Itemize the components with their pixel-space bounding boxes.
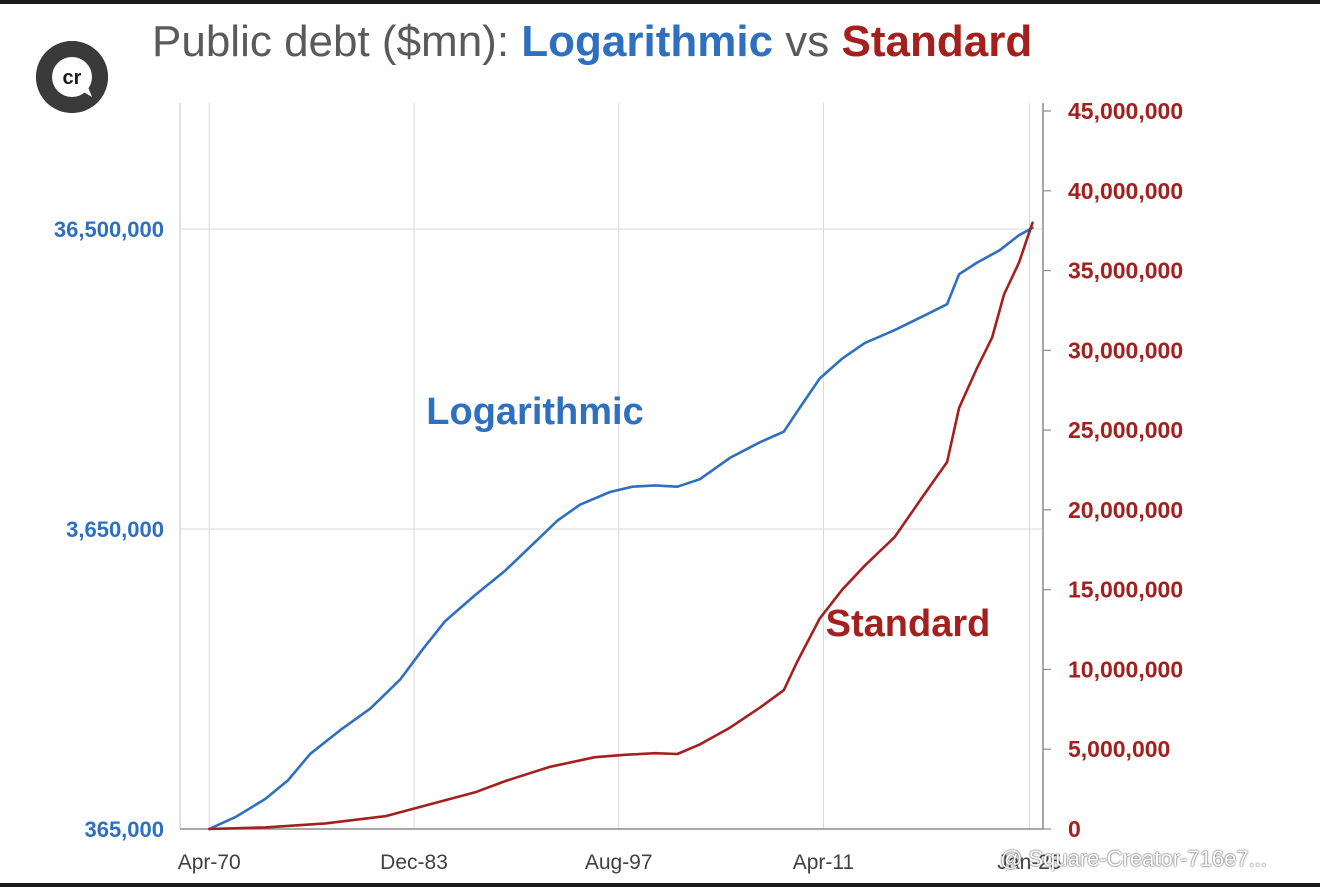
right-axis-tick-label: 10,000,000 <box>1068 656 1183 682</box>
chart-title: Public debt ($mn): Logarithmic vs Standa… <box>152 14 1032 70</box>
series-line-std <box>207 221 1034 831</box>
left-axis-tick-label: 365,000 <box>84 817 164 842</box>
x-axis-tick-label: Apr-70 <box>178 851 241 874</box>
logo-text: cr <box>63 67 82 89</box>
left-axis-tick-label: 36,500,000 <box>54 217 164 242</box>
right-axis-tick-label: 25,000,000 <box>1068 417 1183 443</box>
right-axis-tick-label: 20,000,000 <box>1068 497 1183 523</box>
right-axis-tick-label: 45,000,000 <box>1068 98 1183 124</box>
bottom-border <box>0 883 1320 887</box>
right-axis-tick-label: 35,000,000 <box>1068 258 1183 284</box>
x-axis-tick-label: Dec-83 <box>380 851 448 874</box>
right-axis-tick-label: 5,000,000 <box>1068 736 1170 762</box>
x-axis-tick-label: Jan-25 <box>997 851 1061 874</box>
x-axis-tick-label: Apr-11 <box>793 851 854 874</box>
annotation-log: Logarithmic <box>426 391 643 433</box>
left-axis-tick-label: 3,650,000 <box>66 517 164 542</box>
watermark-text: @ Square-Creator-716e7... <box>1000 846 1267 871</box>
right-axis-tick-label: 40,000,000 <box>1068 178 1183 204</box>
title-prefix: Public debt ($mn): <box>152 17 522 66</box>
title-mid: vs <box>773 17 842 66</box>
cr-logo-icon: cr <box>36 41 108 113</box>
title-std-word: Standard <box>841 17 1033 66</box>
series-line-log <box>207 226 1034 831</box>
x-axis-tick-label: Aug-97 <box>585 851 653 874</box>
right-axis-tick-label: 15,000,000 <box>1068 577 1183 603</box>
right-axis-tick-label: 30,000,000 <box>1068 337 1183 363</box>
right-axis-tick-label: 0 <box>1068 816 1081 842</box>
top-border <box>0 0 1320 4</box>
annotation-std: Standard <box>826 603 991 645</box>
title-log-word: Logarithmic <box>521 17 774 66</box>
